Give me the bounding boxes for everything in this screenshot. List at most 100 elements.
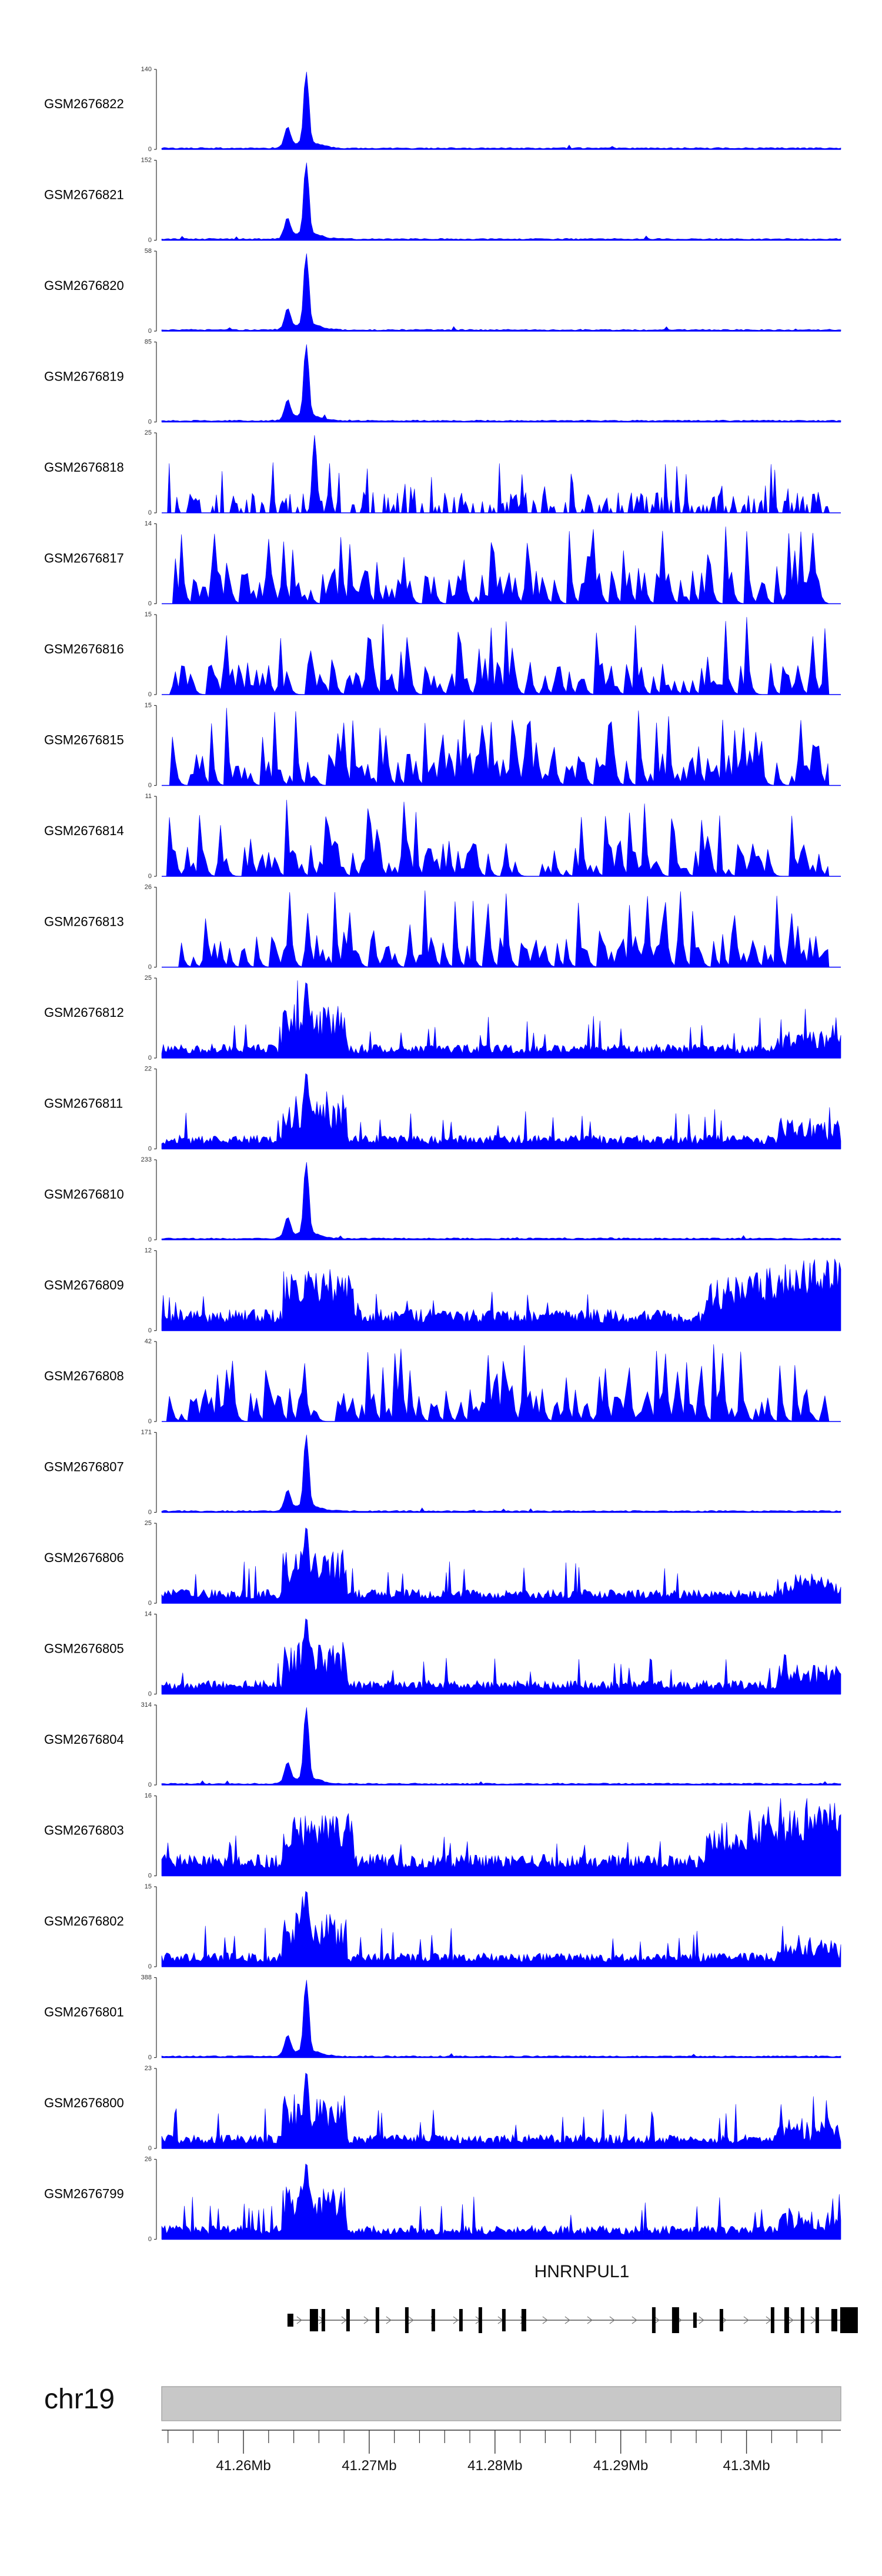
track-label: GSM2676801 — [44, 2004, 124, 2019]
gene-exon — [502, 2309, 506, 2331]
gene-strand-chevron — [743, 2316, 749, 2324]
track-label: GSM2676811 — [44, 1096, 123, 1110]
track-ymin-label: 0 — [148, 2054, 152, 2061]
gene-exon — [478, 2307, 482, 2333]
track-label: GSM2676805 — [44, 1641, 124, 1656]
track-label: GSM2676813 — [44, 914, 124, 929]
track-ymin-label: 0 — [148, 1509, 152, 1516]
genome-axis-tick-label: 41.3Mb — [723, 2458, 770, 2474]
genome-axis-tick-label: 41.29Mb — [593, 2458, 648, 2474]
track-ymin-label: 0 — [148, 328, 152, 335]
track-label: GSM2676817 — [44, 550, 124, 565]
track-ymax-label: 15 — [145, 611, 152, 618]
gene-exon — [719, 2309, 723, 2331]
track-ymax-label: 314 — [141, 1701, 152, 1709]
gene-strand-chevron — [632, 2316, 637, 2324]
track-label: GSM2676822 — [44, 96, 124, 111]
gene-strand-chevron — [654, 2316, 660, 2324]
track-signal — [161, 1527, 841, 1604]
track-ymax-label: 26 — [145, 2156, 152, 2163]
gene-exon — [309, 2309, 318, 2331]
track-label: GSM2676799 — [44, 2186, 124, 2201]
track-label: GSM2676807 — [44, 1459, 124, 1474]
track-ymin-label: 0 — [148, 964, 152, 971]
track-signal — [161, 1891, 841, 1967]
track-ymax-label: 14 — [145, 1611, 152, 1618]
gene-exon — [346, 2309, 350, 2331]
track-signal — [161, 1434, 841, 1513]
track-ymin-label: 0 — [148, 1055, 152, 1062]
gene-name-label: HNRNPUL1 — [534, 2262, 630, 2281]
track-ymin-label: 0 — [148, 691, 152, 698]
track-ymax-label: 25 — [145, 429, 152, 436]
gene-exon — [321, 2309, 325, 2331]
track-label: GSM2676821 — [44, 187, 124, 202]
gene-exon — [831, 2309, 837, 2331]
track-label: GSM2676814 — [44, 823, 124, 838]
track-signal — [161, 2073, 841, 2149]
track-ymin-label: 0 — [148, 782, 152, 789]
track-ymin-label: 0 — [148, 1691, 152, 1698]
genome-axis-tick-label: 41.28Mb — [467, 2458, 522, 2474]
track-signal — [161, 2163, 841, 2240]
track-ymin-label: 0 — [148, 1146, 152, 1153]
gene-strand-chevron — [386, 2316, 392, 2324]
gene-exon — [840, 2307, 858, 2333]
track-ymax-label: 388 — [141, 1974, 152, 1981]
track-ymin-label: 0 — [148, 873, 152, 880]
track-signal — [161, 344, 841, 422]
gene-exon — [671, 2307, 679, 2333]
track-label: GSM2676818 — [44, 460, 124, 475]
track-label: GSM2676810 — [44, 1187, 124, 1202]
gene-strand-chevron — [453, 2316, 459, 2324]
track-ymax-label: 140 — [141, 66, 152, 73]
track-label: GSM2676816 — [44, 642, 124, 656]
track-label: GSM2676820 — [44, 278, 124, 293]
gene-exon — [459, 2309, 463, 2331]
gene-strand-chevron — [408, 2316, 414, 2324]
track-ymin-label: 0 — [148, 2145, 152, 2152]
track-label: GSM2676808 — [44, 1369, 124, 1383]
track-ymax-label: 12 — [145, 1247, 152, 1254]
gene-exon — [375, 2307, 379, 2333]
gene-exon — [405, 2307, 409, 2333]
gene-exon — [693, 2313, 697, 2328]
track-ymax-label: 15 — [145, 1883, 152, 1890]
gene-strand-chevron — [609, 2316, 615, 2324]
gene-strand-chevron — [363, 2316, 369, 2324]
gene-strand-chevron — [564, 2316, 570, 2324]
track-signal — [161, 71, 841, 150]
track-label: GSM2676819 — [44, 369, 124, 383]
gene-exon — [521, 2309, 526, 2331]
track-signal — [162, 435, 841, 514]
track-signal — [161, 1618, 841, 1694]
track-signal — [161, 1073, 841, 1149]
track-ymin-label: 0 — [148, 1600, 152, 1607]
track-ymin-label: 0 — [148, 509, 152, 516]
track-ymax-label: 25 — [145, 1520, 152, 1527]
track-ymax-label: 171 — [141, 1429, 152, 1436]
track-ymax-label: 42 — [145, 1338, 152, 1345]
track-signal — [162, 799, 841, 877]
track-ymin-label: 0 — [148, 419, 152, 426]
track-signal — [161, 1162, 841, 1240]
gene-strand-chevron — [542, 2316, 548, 2324]
track-ymax-label: 25 — [145, 975, 152, 982]
track-ymax-label: 23 — [145, 2065, 152, 2072]
gene-strand-chevron — [587, 2316, 593, 2324]
track-ymax-label: 85 — [145, 339, 152, 346]
track-ymax-label: 15 — [145, 702, 152, 709]
gene-strand-chevron — [788, 2316, 794, 2324]
track-label: GSM2676800 — [44, 2095, 124, 2110]
track-signal — [161, 1980, 841, 2058]
track-label: GSM2676806 — [44, 1550, 124, 1565]
track-label: GSM2676804 — [44, 1732, 124, 1747]
track-ymax-label: 22 — [145, 1066, 152, 1073]
track-signal — [161, 253, 841, 332]
gene-exon — [815, 2307, 819, 2333]
track-ymax-label: 233 — [141, 1156, 152, 1163]
chromosome-ideogram — [161, 2386, 841, 2421]
track-signal — [162, 526, 841, 604]
